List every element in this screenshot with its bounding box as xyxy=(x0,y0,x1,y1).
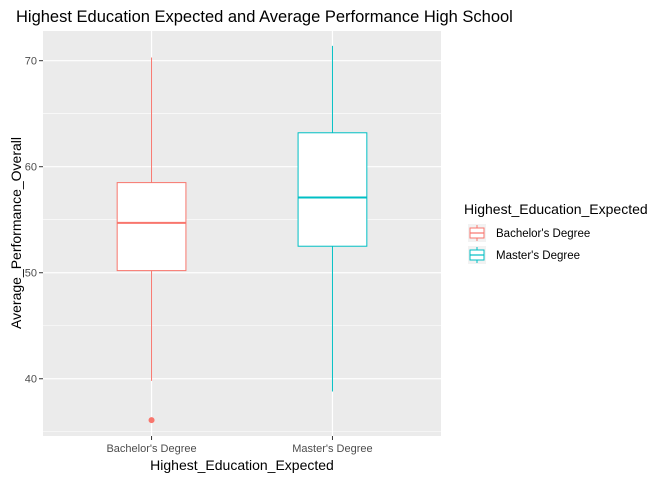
x-tick-label: Master's Degree xyxy=(292,443,372,455)
y-tick-label: 60 xyxy=(25,162,37,174)
y-tick-label: 70 xyxy=(25,56,37,68)
legend: Highest_Education_Expected Bachelor's De… xyxy=(464,201,648,264)
iqr-box xyxy=(297,132,368,247)
plot-panel xyxy=(43,31,441,436)
boxes xyxy=(116,45,368,424)
y-tick-label: 40 xyxy=(25,374,37,386)
x-axis: Bachelor's Degree Master's Degree xyxy=(106,436,373,455)
minor-gridlines xyxy=(43,113,441,433)
outlier-point xyxy=(148,417,155,424)
chart-title: Highest Education Expected and Average P… xyxy=(16,8,513,26)
legend-title: Highest_Education_Expected xyxy=(464,201,648,217)
legend-label: Bachelor's Degree xyxy=(496,228,590,240)
x-tick-label: Bachelor's Degree xyxy=(106,443,196,455)
y-axis: 40 50 60 70 xyxy=(25,56,43,386)
legend-label: Master's Degree xyxy=(496,250,580,262)
y-tick-label: 50 xyxy=(25,268,37,280)
iqr-box xyxy=(116,182,187,272)
x-axis-title: Highest_Education_Expected xyxy=(150,457,334,473)
y-axis-title: Average_Performance_Overall xyxy=(8,137,24,329)
